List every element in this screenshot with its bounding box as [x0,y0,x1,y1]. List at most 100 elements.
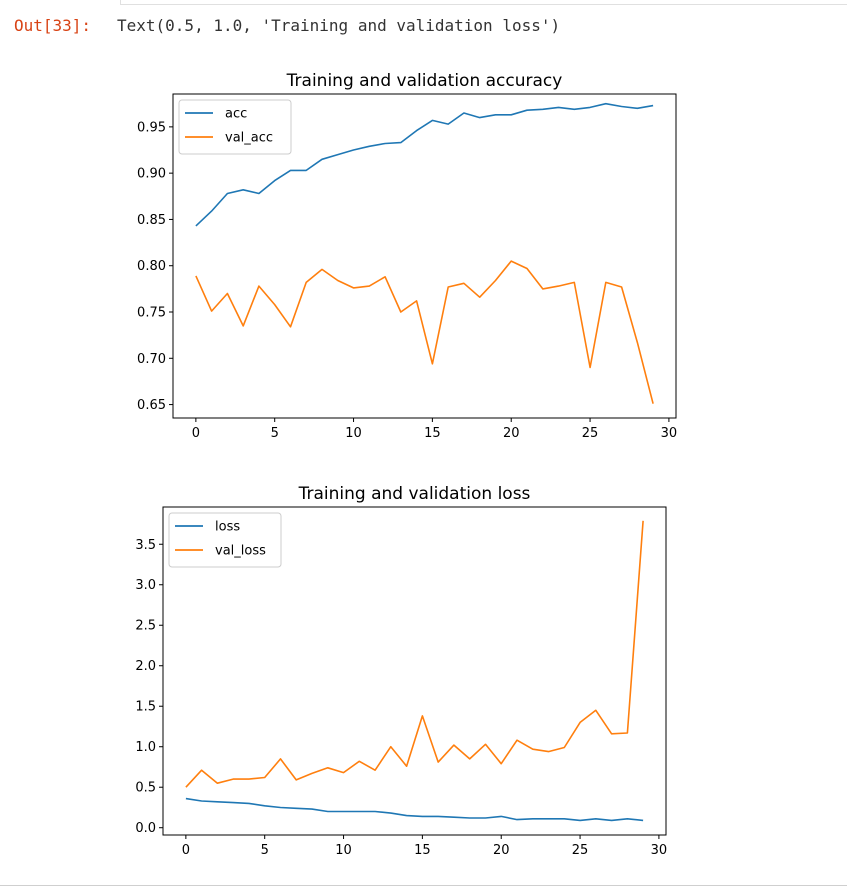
x-tick-label: 10 [345,426,362,441]
data-point-val_loss [563,747,565,749]
x-tick-label: 5 [271,426,279,441]
data-point-loss [595,818,597,820]
data-point-val_loss [232,778,234,780]
x-tick-label: 30 [661,426,678,441]
data-point-acc [400,142,402,144]
plot-frame [162,506,667,836]
x-tick-label: 15 [414,843,431,858]
data-point-acc [242,189,244,191]
x-tick-label: 0 [192,426,200,441]
data-point-acc [479,117,481,119]
data-point-loss [327,811,329,813]
data-point-val_acc [400,311,402,313]
data-point-loss [611,820,613,822]
y-tick-label: 1.5 [135,700,156,715]
series-line-val_loss [185,520,644,788]
y-tick-label: 2.5 [135,619,156,634]
data-point-val_loss [579,722,581,724]
data-point-acc [368,145,370,147]
data-point-val_acc [242,325,244,327]
data-point-val_acc [416,300,418,302]
data-point-val_acc [542,288,544,290]
series-line-val_acc [195,260,654,404]
data-point-acc [542,108,544,110]
data-point-val_acc [432,363,434,365]
data-point-val_acc [353,287,355,289]
y-tick-label: 3.5 [135,538,156,553]
chart-title: Training and validation accuracy [286,71,563,91]
data-point-val_loss [343,772,345,774]
legend-label-loss: loss [215,520,240,535]
data-point-loss [437,816,439,818]
data-point-acc [337,154,339,156]
y-tick-label: 0.0 [135,821,156,836]
y-tick-label: 0.95 [137,120,166,135]
data-point-val_loss [611,733,613,735]
data-point-val_loss [217,782,219,784]
data-point-acc [526,109,528,111]
data-point-acc [447,123,449,125]
plot-frame [172,93,677,419]
x-tick-label: 25 [572,843,589,858]
data-point-val_loss [248,778,250,780]
data-point-val_loss [453,744,455,746]
data-point-val_acc [621,286,623,288]
data-point-val_acc [195,275,197,277]
data-point-acc [353,149,355,151]
data-point-loss [358,811,360,813]
data-point-val_loss [595,709,597,711]
data-point-loss [264,805,266,807]
x-tick-label: 25 [582,426,599,441]
data-point-loss [422,816,424,818]
data-point-val_acc [305,282,307,284]
data-point-val_acc [290,326,292,328]
y-tick-label: 0.65 [137,398,166,413]
y-tick-label: 0.5 [135,781,156,796]
data-point-acc [258,193,260,195]
data-point-loss [579,820,581,822]
data-point-acc [384,143,386,145]
data-point-val_loss [327,767,329,769]
data-point-val_loss [311,773,313,775]
loss-chart: Training and validation loss 0 5 10 15 20 25 30… [135,484,667,858]
data-point-acc [621,106,623,108]
y-tick-label: 0.80 [137,259,166,274]
data-point-val_loss [264,777,266,779]
data-point-val_loss [627,732,629,734]
series-line-acc [195,102,654,227]
data-point-val_loss [485,743,487,745]
data-point-acc [305,170,307,172]
data-point-val_loss [437,761,439,763]
data-point-val_acc [573,282,575,284]
data-point-val_acc [479,296,481,298]
data-point-val_acc [558,285,560,287]
data-point-val_loss [295,779,297,781]
legend-label-acc: acc [225,107,247,122]
data-point-val_acc [589,367,591,369]
accuracy-chart: Training and validation accuracy 0 5 10 15 20… [137,71,678,441]
data-point-acc [510,114,512,116]
data-point-loss [232,802,234,804]
data-point-val_loss [280,758,282,760]
data-point-loss [295,807,297,809]
x-tick-label: 20 [503,426,520,441]
data-point-loss [516,819,518,821]
data-point-val_loss [201,769,203,771]
data-point-loss [201,800,203,802]
data-point-acc [195,225,197,227]
data-point-val_loss [390,746,392,748]
data-point-loss [311,808,313,810]
data-point-val_loss [406,765,408,767]
data-point-val_loss [422,715,424,717]
data-point-val_acc [258,285,260,287]
data-point-loss [185,798,187,800]
output-prompt: Out[33]: [14,16,92,35]
data-point-val_loss [516,739,518,741]
data-point-acc [321,158,323,160]
data-point-val_acc [321,269,323,271]
data-point-loss [548,818,550,820]
y-tick-label: 2.0 [135,659,156,674]
data-point-val_acc [510,260,512,262]
y-tick-label: 1.0 [135,740,156,755]
data-point-acc [589,107,591,109]
